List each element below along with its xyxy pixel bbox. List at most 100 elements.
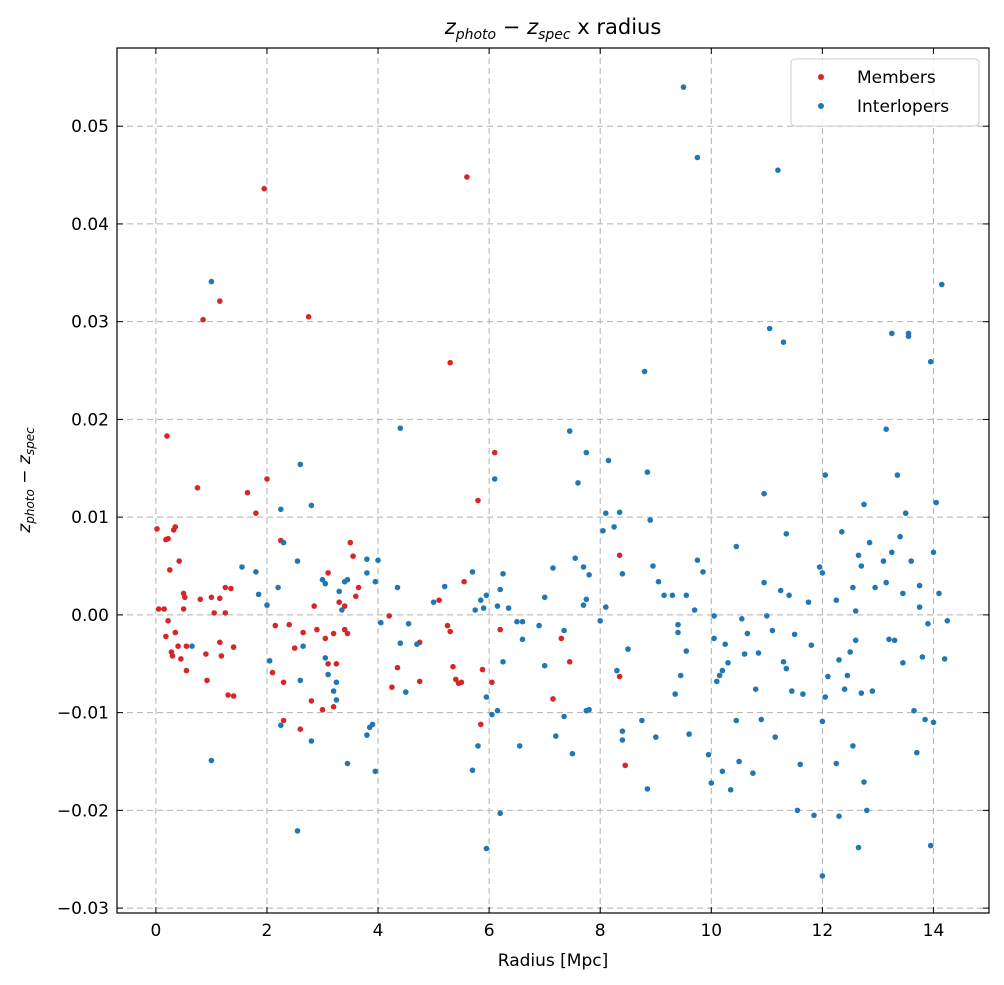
interloper-point	[378, 619, 384, 626]
member-point	[217, 595, 223, 602]
interloper-point	[944, 618, 951, 624]
interloper-point	[933, 499, 939, 506]
interloper-point	[780, 339, 787, 346]
member-point	[616, 673, 623, 680]
interloper-point	[911, 707, 917, 714]
interloper-point	[497, 810, 504, 817]
interloper-point	[644, 786, 651, 792]
interloper-point	[941, 656, 948, 662]
member-point	[322, 635, 329, 642]
interloper-point	[925, 620, 931, 627]
member-point	[489, 679, 495, 686]
member-point	[350, 553, 356, 559]
member-point	[447, 359, 454, 366]
interloper-point	[514, 618, 520, 625]
interloper-point	[819, 873, 826, 879]
member-point	[308, 698, 315, 704]
member-point	[314, 626, 320, 633]
interloper-point	[322, 655, 329, 661]
interloper-point	[647, 517, 653, 523]
interloper-point	[811, 812, 817, 819]
interloper-point	[894, 472, 901, 478]
member-point	[453, 676, 459, 683]
interloper-point	[639, 717, 645, 724]
member-point	[264, 476, 270, 482]
member-point	[228, 585, 234, 592]
interloper-point	[297, 461, 304, 468]
member-point	[333, 661, 340, 667]
member-point	[272, 622, 279, 629]
interloper-point	[239, 564, 245, 570]
member-point	[550, 696, 556, 702]
interloper-point	[583, 596, 590, 603]
interloper-point	[494, 603, 501, 609]
interloper-point	[927, 358, 934, 365]
points-layer	[154, 84, 951, 879]
interloper-point	[469, 569, 476, 575]
interloper-point	[264, 602, 270, 608]
interloper-point	[864, 807, 870, 814]
interloper-point	[889, 330, 895, 337]
interloper-point	[672, 691, 678, 697]
interloper-point	[669, 592, 676, 599]
interloper-point	[872, 584, 878, 591]
interloper-point	[472, 607, 479, 613]
interloper-point	[869, 688, 876, 694]
interloper-point	[836, 813, 842, 819]
interloper-point	[483, 845, 490, 852]
interloper-point	[644, 469, 651, 476]
interloper-point	[619, 728, 626, 734]
interloper-point	[297, 677, 304, 684]
interloper-point	[708, 780, 715, 786]
interloper-point	[889, 549, 895, 556]
legend-box	[790, 58, 980, 127]
interloper-point	[844, 672, 851, 679]
interloper-point	[653, 734, 659, 740]
interloper-point	[686, 731, 692, 737]
plot-frame	[116, 47, 990, 914]
interloper-point	[661, 592, 667, 599]
interloper-point	[883, 426, 889, 433]
y-axis-label: zphoto − zspec	[15, 427, 37, 534]
interloper-point	[761, 490, 767, 497]
member-point	[447, 628, 454, 635]
interloper-point	[764, 613, 770, 619]
interloper-point	[566, 428, 573, 434]
member-point	[230, 693, 237, 699]
member-point	[394, 664, 401, 671]
x-tick-label: 8	[595, 921, 606, 941]
interloper-point	[794, 807, 801, 814]
interloper-point	[766, 325, 773, 332]
interloper-point	[700, 569, 706, 575]
member-point	[464, 174, 470, 180]
interloper-point	[914, 749, 920, 756]
interloper-point	[797, 761, 803, 768]
member-point	[180, 606, 187, 612]
interloper-point	[816, 564, 823, 570]
interloper-point	[897, 533, 903, 540]
member-point	[165, 535, 171, 542]
interloper-point	[850, 584, 856, 591]
member-point	[183, 667, 190, 674]
x-tick-label: 12	[812, 921, 834, 941]
interloper-point	[905, 330, 912, 337]
interloper-point	[572, 555, 578, 561]
interloper-point	[741, 651, 748, 657]
member-point	[416, 678, 423, 685]
member-point	[280, 679, 287, 686]
interloper-point	[580, 564, 587, 570]
interloper-point	[761, 579, 767, 586]
y-tick-label: −0.02	[57, 801, 109, 821]
interloper-point	[916, 582, 923, 589]
interloper-point	[480, 605, 487, 611]
interloper-point	[189, 643, 195, 649]
interloper-point	[822, 694, 828, 700]
interloper-point	[322, 580, 329, 587]
interloper-point	[253, 569, 259, 575]
interloper-point	[397, 640, 404, 646]
x-tick-label: 4	[373, 921, 384, 941]
interloper-point	[772, 734, 778, 740]
member-point	[286, 621, 293, 628]
ticks-layer: 0 2 4 6 8 10 12 14 −0.03 −0.02 −0.01 0.00 0.01 0.02 0.…	[57, 48, 989, 941]
interloper-point	[800, 691, 806, 697]
